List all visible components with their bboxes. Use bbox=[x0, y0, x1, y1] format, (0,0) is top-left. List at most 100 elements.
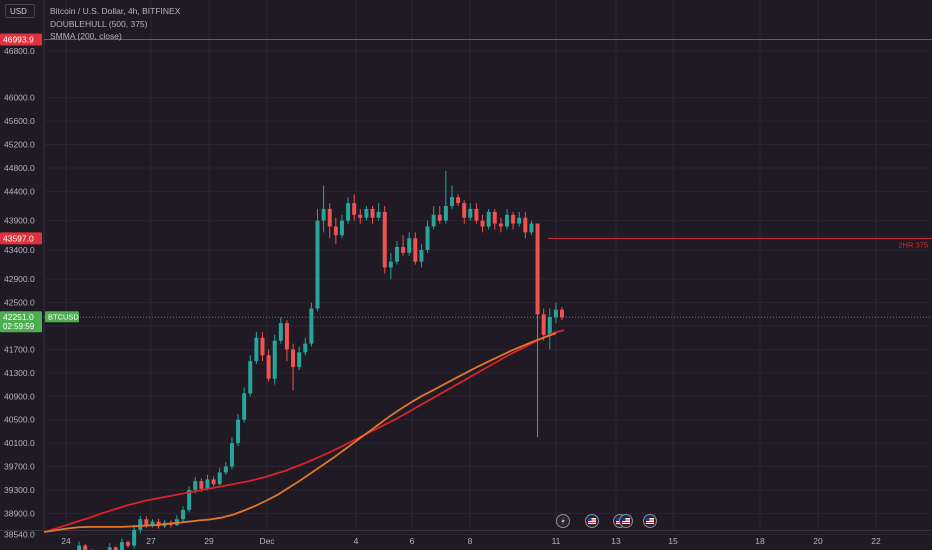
candle-body bbox=[535, 223, 540, 315]
mid-price-label: 43597.0 bbox=[3, 233, 34, 243]
flag-field bbox=[588, 518, 596, 524]
candle-body bbox=[413, 238, 418, 262]
y-tick-label: 45600.0 bbox=[4, 116, 35, 126]
candle-body bbox=[364, 208, 369, 218]
y-tick-label: 41300.0 bbox=[4, 368, 35, 378]
candle-body bbox=[346, 203, 351, 221]
candle-body bbox=[333, 226, 338, 236]
candle-body bbox=[388, 261, 393, 268]
candle-body bbox=[560, 309, 564, 318]
candle-body bbox=[266, 355, 271, 379]
smma-line[interactable] bbox=[43, 332, 557, 533]
candle-body bbox=[547, 317, 552, 335]
y-tick-label: 38900.0 bbox=[4, 508, 35, 518]
candle-body bbox=[407, 238, 412, 253]
currency-button[interactable]: USD bbox=[5, 4, 35, 18]
x-tick-label: 29 bbox=[204, 536, 214, 546]
top-price-label: 46993.9 bbox=[3, 35, 34, 45]
candle-body bbox=[498, 223, 503, 227]
candle-body bbox=[278, 323, 283, 341]
candle-body bbox=[83, 545, 88, 550]
candle-body bbox=[511, 214, 516, 224]
candle-body bbox=[144, 519, 149, 526]
candle-body bbox=[297, 352, 302, 368]
candle-body bbox=[211, 479, 216, 485]
doublehull-line[interactable] bbox=[43, 329, 565, 533]
symbol-tag-bg bbox=[45, 311, 79, 323]
y-tick-label: 40100.0 bbox=[4, 438, 35, 448]
y-tick-label: 46000.0 bbox=[4, 93, 35, 103]
symbol-tag: BTCUSD bbox=[48, 313, 79, 322]
candle-body bbox=[107, 547, 112, 550]
flag-canton bbox=[588, 518, 592, 521]
candle-body bbox=[370, 208, 375, 218]
candle-body bbox=[517, 217, 522, 224]
x-tick-label: 18 bbox=[755, 536, 765, 546]
candle-body bbox=[150, 521, 155, 526]
candle-body bbox=[468, 208, 473, 218]
y-tick-label: 41700.0 bbox=[4, 344, 35, 354]
flag-canton bbox=[646, 518, 650, 521]
candle-body bbox=[382, 211, 387, 268]
candle-body bbox=[327, 208, 332, 227]
candle-body bbox=[254, 337, 259, 362]
candle-body bbox=[352, 203, 357, 215]
candle-body bbox=[437, 214, 442, 221]
candle-body bbox=[462, 203, 467, 218]
y-tick-label: 43400.0 bbox=[4, 245, 35, 255]
candle-body bbox=[541, 314, 546, 335]
flag-field bbox=[622, 518, 630, 524]
candle-body bbox=[431, 214, 436, 227]
candle-body bbox=[187, 489, 192, 510]
flash-bolt bbox=[561, 517, 565, 525]
candle-body bbox=[291, 349, 296, 368]
countdown-label: 02:59:59 bbox=[3, 322, 35, 331]
candle-body bbox=[486, 211, 491, 227]
candle-body bbox=[126, 542, 131, 546]
x-tick-label: 13 bbox=[611, 536, 621, 546]
candle-body bbox=[339, 220, 344, 236]
candle-body bbox=[77, 545, 82, 550]
candle-body bbox=[303, 343, 308, 353]
indicator-smma[interactable]: SMMA (200, close) bbox=[50, 31, 122, 41]
level-label-2hr: 2HR 375 bbox=[898, 240, 928, 249]
candle-body bbox=[309, 308, 314, 344]
candle-body bbox=[443, 206, 448, 221]
candle-body bbox=[205, 479, 210, 489]
y-tick-label: 45200.0 bbox=[4, 140, 35, 150]
candle-body bbox=[449, 197, 454, 207]
y-tick-label: 38540.0 bbox=[4, 529, 35, 539]
x-tick-label: 20 bbox=[813, 536, 823, 546]
candle-body bbox=[474, 208, 479, 221]
candle-body bbox=[132, 529, 137, 546]
candle-body bbox=[119, 542, 124, 550]
x-tick-label: Dec bbox=[259, 536, 275, 546]
candle-body bbox=[523, 217, 528, 233]
candle-body bbox=[229, 443, 234, 467]
candle-body bbox=[358, 214, 363, 218]
x-tick-label: 6 bbox=[410, 536, 415, 546]
indicator-doublehull[interactable]: DOUBLEHULL (500, 375) bbox=[50, 18, 148, 29]
candle-body bbox=[394, 246, 399, 262]
candle-body bbox=[248, 361, 253, 394]
chart-legend: Bitcoin / U.S. Dollar, 4h, BITFINEX DOUB… bbox=[50, 5, 180, 43]
top-price-label-bg bbox=[0, 33, 42, 46]
candle-body bbox=[401, 246, 406, 253]
candle-body bbox=[272, 340, 277, 379]
x-tick-label: 4 bbox=[354, 536, 359, 546]
flag-canton bbox=[616, 518, 620, 521]
y-tick-label: 39700.0 bbox=[4, 462, 35, 472]
candle-body bbox=[199, 481, 204, 489]
x-tick-label: 15 bbox=[668, 536, 678, 546]
candle-body bbox=[480, 220, 485, 227]
y-tick-label: 40900.0 bbox=[4, 391, 35, 401]
x-tick-label: 27 bbox=[146, 536, 156, 546]
y-tick-label: 42500.0 bbox=[4, 298, 35, 308]
y-tick-label: 44400.0 bbox=[4, 186, 35, 196]
candle-body bbox=[553, 309, 558, 318]
candle-body bbox=[113, 547, 118, 550]
symbol-title[interactable]: Bitcoin / U.S. Dollar, 4h, BITFINEX bbox=[50, 6, 181, 16]
candle-body bbox=[242, 393, 247, 420]
